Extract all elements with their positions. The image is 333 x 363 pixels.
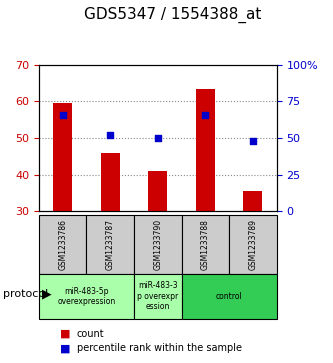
- FancyBboxPatch shape: [134, 215, 181, 274]
- FancyBboxPatch shape: [229, 215, 277, 274]
- Text: GDS5347 / 1554388_at: GDS5347 / 1554388_at: [85, 7, 262, 24]
- Text: miR-483-3
p overexpr
ession: miR-483-3 p overexpr ession: [137, 281, 178, 311]
- FancyBboxPatch shape: [39, 215, 86, 274]
- FancyBboxPatch shape: [86, 215, 134, 274]
- FancyBboxPatch shape: [181, 215, 229, 274]
- Point: [203, 112, 208, 118]
- Point: [250, 138, 255, 144]
- Text: ■: ■: [60, 329, 71, 339]
- Text: GSM1233788: GSM1233788: [201, 219, 210, 270]
- Text: ■: ■: [60, 343, 71, 354]
- FancyBboxPatch shape: [181, 274, 277, 319]
- Text: count: count: [77, 329, 104, 339]
- FancyBboxPatch shape: [39, 274, 134, 319]
- Bar: [148, 171, 167, 211]
- Point: [60, 112, 65, 118]
- Text: GSM1233786: GSM1233786: [58, 219, 67, 270]
- Bar: [53, 103, 72, 211]
- Bar: [101, 153, 120, 211]
- Text: GSM1233787: GSM1233787: [106, 219, 115, 270]
- Text: ▶: ▶: [42, 287, 51, 301]
- Bar: [196, 89, 215, 211]
- Point: [155, 135, 161, 141]
- Text: GSM1233789: GSM1233789: [248, 219, 257, 270]
- Point: [108, 132, 113, 138]
- Text: GSM1233790: GSM1233790: [153, 219, 162, 270]
- Text: protocol: protocol: [3, 289, 49, 299]
- Text: control: control: [216, 292, 242, 301]
- Bar: [243, 191, 262, 211]
- Text: percentile rank within the sample: percentile rank within the sample: [77, 343, 241, 354]
- FancyBboxPatch shape: [134, 274, 181, 319]
- Text: miR-483-5p
overexpression: miR-483-5p overexpression: [57, 287, 116, 306]
